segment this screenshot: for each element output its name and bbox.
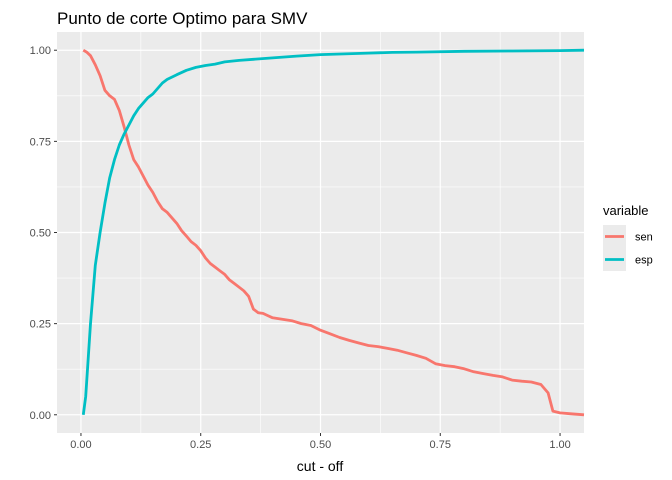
x-axis-title: cut - off [297, 458, 344, 474]
legend: variable sen esp [603, 203, 653, 271]
x-tick-label: 0.25 [190, 439, 211, 451]
y-tick-label: 0.75 [30, 136, 51, 148]
grid-major [57, 32, 584, 433]
legend-title: variable [603, 203, 649, 218]
chart-title: Punto de corte Optimo para SMV [57, 9, 308, 28]
y-axis: 0.00 0.25 0.50 0.75 1.00 [30, 45, 57, 422]
legend-label-esp: esp [635, 255, 653, 267]
x-tick-label: 0.75 [430, 439, 451, 451]
y-tick-label: 0.25 [30, 319, 51, 331]
series-line-sen [82, 48, 585, 417]
x-tick-label: 0.00 [70, 439, 91, 451]
x-tick-label: 1.00 [549, 439, 570, 451]
y-tick-label: 0.50 [30, 228, 51, 240]
y-tick-label: 1.00 [30, 45, 51, 57]
x-axis: 0.00 0.25 0.50 0.75 1.00 [70, 433, 571, 451]
series-layer [81, 48, 585, 417]
series-line-esp [81, 48, 585, 415]
x-tick-label: 0.50 [310, 439, 331, 451]
y-tick-label: 0.00 [30, 410, 51, 422]
legend-label-sen: sen [635, 232, 653, 244]
